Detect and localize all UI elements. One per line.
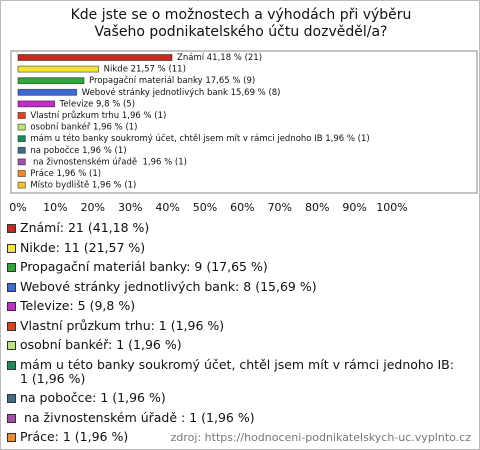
legend-label: Vlastní průzkum trhu: 1 (1,96 %): [20, 317, 225, 333]
data-label: Televize 9,8 % (5): [59, 99, 135, 109]
data-label: osobní bankéř 1,96 % (1): [30, 122, 137, 133]
legend-label: na živnostenském úřadě : 1 (1,96 %): [20, 409, 255, 425]
data-label: Vlastní průzkum trhu 1,96 % (1): [30, 110, 166, 121]
data-label: mám u této banky soukromý účet, chtěl js…: [30, 133, 369, 144]
legend-swatch: [7, 224, 16, 233]
bar: [17, 100, 56, 108]
bar: [17, 88, 78, 96]
legend-label: Televize: 5 (9,8 %): [20, 298, 136, 313]
data-label: Propagační materiál banky 17,65 % (9): [89, 75, 255, 86]
legend-item: na živnostenském úřadě : 1 (1,96 %): [7, 409, 457, 425]
legend-label: na pobočce: 1 (1,96 %): [20, 390, 166, 405]
legend-label: Nikde: 11 (21,57 %): [20, 239, 146, 255]
data-label: na pobočce 1,96 % (1): [30, 145, 126, 156]
bar: [17, 65, 100, 73]
bar: [17, 181, 26, 189]
legend-item: osobní bankéř: 1 (1,96 %): [7, 338, 457, 352]
legend-swatch: [7, 341, 16, 350]
bar: [17, 170, 26, 177]
legend-swatch: [7, 243, 16, 253]
legend-item: Nikde: 11 (21,57 %): [7, 239, 457, 255]
x-tick-label: 20%: [81, 201, 105, 214]
bar: [17, 123, 26, 131]
legend-swatch: [7, 263, 16, 272]
data-label: Místo bydliště 1,96 % (1): [30, 180, 136, 191]
data-label: Práce 1,96 % (1): [30, 169, 101, 179]
bar: [17, 77, 85, 85]
legend-label: osobní bankéř: 1 (1,96 %): [20, 337, 182, 352]
bar: [17, 158, 26, 166]
x-tick-label: 70%: [268, 201, 292, 214]
source: zdroj: https://hodnoceni-podnikatelskych…: [170, 431, 471, 444]
data-label: Známí 41,18 % (21): [177, 53, 262, 63]
legend-label: Propagační materiál banky: 9 (17,65 %): [20, 259, 268, 274]
legend-item: na pobočce: 1 (1,96 %): [7, 391, 457, 405]
bar: [17, 54, 173, 61]
legend-label: mám u této banky soukromý účet, chtěl js…: [20, 356, 458, 386]
legend-swatch: [7, 360, 16, 370]
x-tick-label: 50%: [193, 201, 217, 214]
legend-item: Propagační materiál banky: 9 (17,65 %): [7, 260, 457, 274]
legend-label: Práce: 1 (1,96 %): [20, 429, 129, 444]
legend-swatch: [7, 433, 16, 442]
legend-item: Vlastní průzkum trhu: 1 (1,96 %): [7, 317, 457, 333]
data-label: Nikde 21,57 % (11): [104, 65, 186, 75]
x-tick-label: 40%: [155, 201, 179, 214]
legend-item: Známí: 21 (41,18 %): [7, 221, 457, 235]
legend-label: Známí: 21 (41,18 %): [20, 220, 150, 235]
plot: 0% 10% 20% 30% 40% 50% 60% 70% 80% 90% 100% Známí 4…: [9, 50, 478, 214]
bar: [17, 146, 26, 154]
chart-title: Kde jste se o možnostech a výhodách při …: [70, 7, 412, 40]
legend-item: Televize: 5 (9,8 %): [7, 299, 457, 313]
bar: [17, 112, 26, 119]
x-tick-label: 10%: [43, 201, 67, 214]
legend: Známí: 21 (41,18 %) Nikde: 11 (21,57 %) Pr…: [7, 221, 458, 449]
legend-swatch: [7, 282, 16, 292]
legend-label: Webové stránky jednotlivých bank: 8 (15,…: [20, 278, 317, 294]
data-label: na živnostenském úřadě 1,96 % (1): [30, 156, 187, 167]
legend-swatch: [7, 302, 16, 311]
x-tick-label: 80%: [305, 201, 329, 214]
x-tick-label: 90%: [342, 201, 366, 214]
x-tick-label: 60%: [230, 201, 254, 214]
legend-item: mám u této banky soukromý účet, chtěl js…: [7, 356, 458, 386]
x-tick-label: 30%: [118, 201, 142, 214]
plot-frame: [10, 50, 478, 194]
bar: [17, 135, 26, 143]
data-label: Webové stránky jednotlivých bank 15,69 %…: [82, 87, 281, 98]
legend-swatch: [7, 413, 16, 423]
x-tick-label: 0%: [9, 201, 26, 214]
legend-swatch: [7, 321, 16, 331]
legend-item: Práce: 1 (1,96 %): [7, 430, 457, 444]
x-tick-label: 100%: [376, 201, 407, 214]
legend-swatch: [7, 394, 16, 403]
legend-item: Webové stránky jednotlivých bank: 8 (15,…: [7, 278, 457, 294]
